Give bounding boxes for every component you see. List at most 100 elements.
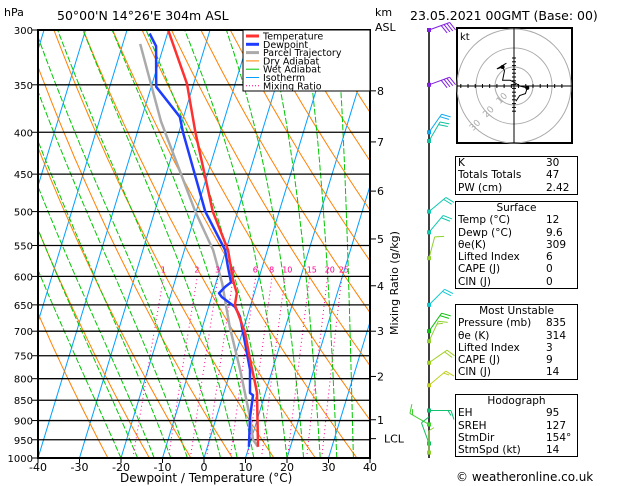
km-tick-label: 4 — [377, 280, 384, 293]
wet-adiabat-line — [57, 30, 222, 458]
hodograph-marker — [525, 85, 530, 90]
pressure-tick-label: 650 — [14, 301, 33, 312]
index-label: K — [458, 157, 465, 169]
isotherm-line — [120, 30, 253, 458]
index-label: PW (cm) — [458, 181, 503, 194]
legend-label: Dewpoint — [263, 40, 308, 51]
mixing-ratio-line — [321, 276, 343, 458]
mixing-ratio-labels: 1 2 3 4 6 8 10 15 20 25 — [161, 265, 349, 274]
index-row: θe(K) 309 — [456, 239, 577, 251]
pressure-tick-label: 1000 — [8, 454, 33, 465]
wind-barb — [427, 22, 456, 34]
index-row: StmSpd (kt) 14 — [456, 444, 577, 456]
index-value: 0 — [546, 275, 553, 288]
wind-barb — [409, 404, 431, 427]
pressure-tick-label: 300 — [14, 26, 33, 37]
dry-adiabat-line — [38, 311, 109, 458]
index-label: Pressure (mb) — [458, 317, 532, 330]
km-tick-label: 8 — [377, 85, 384, 98]
index-value: 127 — [546, 419, 567, 432]
wind-barb — [427, 197, 455, 214]
wet-adiabat-line — [38, 268, 122, 458]
wind-barb — [427, 113, 451, 135]
x-axis-label: Dewpoint / Temperature (°C) — [120, 471, 292, 485]
x-tick-label: 40 — [363, 461, 377, 474]
index-label: Temp (°C) — [458, 214, 511, 227]
legend-label: Dry Adiabat — [263, 56, 320, 67]
hodograph-marker — [500, 65, 505, 69]
index-value: 309 — [546, 238, 567, 251]
pressure-tick-label: 700 — [14, 327, 33, 338]
index-value: 14 — [546, 444, 560, 457]
lcl-label: LCL — [384, 433, 405, 446]
index-label: CIN (J) — [458, 366, 491, 379]
pressure-tick-label: 400 — [14, 128, 33, 139]
wind-barb — [427, 288, 454, 307]
pressure-tick-label: 600 — [14, 272, 33, 283]
mixing-ratio-axis-label: Mixing Ratio (g/kg) — [388, 231, 401, 335]
dry-adiabat-line — [288, 30, 370, 162]
mixing-ratio-line — [287, 276, 311, 458]
index-value: 9 — [546, 354, 553, 367]
index-row: EH 95 — [456, 407, 577, 419]
index-row: CIN (J) 0 — [456, 276, 577, 288]
wind-barb — [427, 408, 455, 420]
pressure-tick-label: 350 — [14, 81, 33, 92]
section-title: Surface — [496, 202, 537, 214]
index-label: CIN (J) — [458, 275, 491, 288]
pressure-levels: 300 350 400 450 500 550 600 650 700 750 800 850 900 9… — [8, 26, 370, 465]
km-tick-label: 2 — [377, 370, 384, 383]
index-row: Lifted Index 6 — [456, 251, 577, 263]
hodograph-indices-table: Hodograph EH 95 SREH 127 StmDir 154° StmSpd (kt… — [455, 394, 578, 458]
temperature-line — [166, 30, 260, 447]
index-row: PW (cm) 2.42 — [456, 182, 577, 194]
wind-barb — [427, 320, 448, 344]
isotherm-line — [328, 320, 370, 458]
wind-barb — [427, 312, 451, 334]
index-label: Totals Totals — [458, 169, 522, 182]
dry-adiabat-line — [141, 30, 370, 421]
wind-barb — [427, 121, 450, 144]
index-row: K 30 — [456, 157, 577, 169]
x-tick-label: 10 — [239, 461, 253, 474]
index-label: StmSpd (kt) — [458, 444, 521, 457]
km-label: km — [375, 6, 392, 19]
isotherm-line — [79, 30, 211, 458]
mixing-ratio-label: 20 — [325, 265, 335, 274]
mixing-ratio-label: 25 — [339, 265, 349, 274]
pressure-tick-label: 500 — [14, 208, 33, 219]
profiles — [138, 30, 260, 448]
index-label: Lifted Index — [458, 341, 520, 354]
index-label: θe(K) — [458, 238, 486, 251]
index-value: 835 — [546, 317, 567, 330]
index-value: 3 — [546, 341, 553, 354]
isotherm-line — [286, 184, 370, 458]
legend-box — [242, 29, 371, 92]
legend-label: Isotherm — [263, 73, 305, 84]
legend-label: Mixing Ratio — [263, 81, 322, 92]
mixing-ratio-label: 10 — [282, 265, 292, 274]
mixing-ratio-line — [247, 276, 273, 458]
x-tick-label: 0 — [201, 461, 208, 474]
index-row: StmDir 154° — [456, 432, 577, 444]
mixing-ratio-line — [306, 276, 329, 458]
x-tick-label: -20 — [112, 461, 130, 474]
index-row: Pressure (mb) 835 — [456, 317, 577, 329]
index-row: CAPE (J) 0 — [456, 263, 577, 275]
hodograph-unit: kt — [460, 32, 470, 43]
wet-adiabat-line — [38, 228, 139, 458]
dry-adiabat-line — [38, 65, 233, 458]
datetime-title: 23.05.2021 00GMT (Base: 00) — [410, 8, 598, 23]
index-value: 6 — [546, 251, 553, 264]
x-axis: -40 -30 -20 -10 0 10 20 30 40 — [29, 458, 377, 474]
index-value: 95 — [546, 407, 560, 420]
section-title: Hodograph — [487, 395, 546, 407]
index-row: SREH 127 — [456, 420, 577, 432]
pressure-tick-label: 900 — [14, 417, 33, 428]
index-label: CAPE (J) — [458, 263, 501, 276]
x-tick-label: 20 — [280, 461, 294, 474]
index-value: 47 — [546, 169, 560, 182]
index-label: Lifted Index — [458, 251, 520, 264]
